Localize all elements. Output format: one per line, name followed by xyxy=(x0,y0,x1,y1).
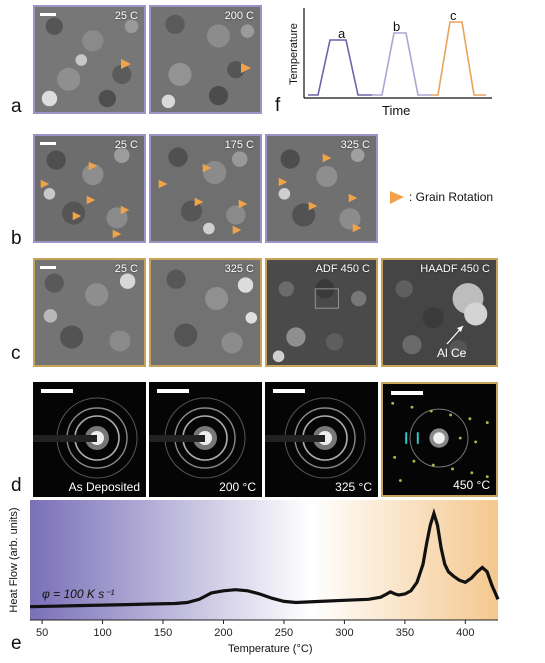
diffraction-pattern-d-4: 450 °C xyxy=(381,382,498,497)
grain-rotation-arrow-icon xyxy=(72,211,82,221)
dsc-plot-background xyxy=(30,500,498,620)
scale-bar xyxy=(391,391,423,395)
grain-rotation-arrow-icon xyxy=(352,223,362,233)
dsc-x-tick-label: 200 xyxy=(214,627,232,639)
grain-rotation-arrow-icon xyxy=(121,59,131,69)
micrograph-c-4: HAADF 450 C Al Ce xyxy=(381,258,498,367)
temperature-label: 25 C xyxy=(114,263,138,275)
grain-rotation-legend-icon xyxy=(390,191,404,204)
grain-rotation-arrow-icon xyxy=(308,201,318,211)
grain-rotation-arrow-icon xyxy=(348,193,358,203)
dsc-x-tick-label: 250 xyxy=(275,627,293,639)
diffraction-pattern-d-3: 325 °C xyxy=(265,382,378,497)
panel-label-e: e xyxy=(11,633,22,654)
diffraction-label: 450 °C xyxy=(453,478,490,492)
panel-label-b: b xyxy=(11,228,22,249)
panel-label-d: d xyxy=(11,475,22,496)
micrograph-b-1: 25 C xyxy=(33,134,146,243)
dsc-x-tick-label: 100 xyxy=(93,627,111,639)
panel-label-f: f xyxy=(275,95,281,116)
panel-label-a: a xyxy=(11,96,22,117)
profile-peak-label-c: c xyxy=(450,8,457,23)
grain-rotation-arrow-icon xyxy=(322,153,332,163)
grain-rotation-arrow-icon xyxy=(120,205,130,215)
dsc-ylabel: Heat Flow (arb. units) xyxy=(8,507,20,613)
micrograph-b-2: 175 C xyxy=(149,134,262,243)
micrograph-texture xyxy=(151,136,260,241)
grain-rotation-arrow-icon xyxy=(202,163,212,173)
temperature-label: 175 C xyxy=(224,139,254,151)
dsc-xlabel: Temperature (°C) xyxy=(228,643,313,655)
dsc-x-tick-label: 50 xyxy=(36,627,48,639)
temperature-label: 25 C xyxy=(114,10,138,22)
grain-rotation-arrow-icon xyxy=(238,199,248,209)
alce-annotation-label: Al Ce xyxy=(437,346,467,360)
grain-rotation-arrow-icon xyxy=(158,179,168,189)
micrograph-texture xyxy=(267,136,376,241)
dsc-chart: 50 100 150 200 250 300 350 400 xyxy=(30,500,500,639)
micrograph-texture xyxy=(151,260,260,365)
temperature-label: HAADF 450 C xyxy=(420,263,490,275)
grain-rotation-arrow-icon xyxy=(86,195,96,205)
diffraction-label: 200 °C xyxy=(219,480,256,494)
micrograph-c-2: 325 C xyxy=(149,258,262,367)
micrograph-texture xyxy=(35,260,144,365)
dsc-x-tick-label: 400 xyxy=(456,627,474,639)
grain-rotation-arrow-icon xyxy=(40,179,50,189)
diffraction-pattern-d-2: 200 °C xyxy=(149,382,262,497)
temperature-label: 325 C xyxy=(340,139,370,151)
grain-rotation-arrow-icon xyxy=(241,63,251,73)
panel-label-c: c xyxy=(11,343,21,364)
micrograph-a-2: 200 C xyxy=(149,5,262,114)
profile-xlabel: Time xyxy=(382,103,411,118)
diffraction-texture xyxy=(149,382,262,497)
diffraction-texture xyxy=(383,384,496,495)
micrograph-texture xyxy=(267,260,376,365)
micrograph-c-1: 25 C xyxy=(33,258,146,367)
diffraction-texture xyxy=(33,382,146,497)
temperature-label: ADF 450 C xyxy=(315,263,370,275)
micrograph-texture xyxy=(383,260,496,365)
grain-rotation-arrow-icon xyxy=(88,161,98,171)
temperature-profile-plot xyxy=(303,8,492,99)
profile-peak-label-b: b xyxy=(393,19,401,34)
micrograph-c-3: ADF 450 C xyxy=(265,258,378,367)
dsc-rate-annotation: φ = 100 K s⁻¹ xyxy=(42,587,115,601)
dsc-series-line xyxy=(30,507,500,609)
scale-bar xyxy=(40,142,56,145)
dsc-x-tick-label: 350 xyxy=(396,627,414,639)
dsc-x-tick-label: 150 xyxy=(154,627,172,639)
temperature-label: 25 C xyxy=(114,139,138,151)
grain-rotation-legend-label: : Grain Rotation xyxy=(409,190,494,204)
micrograph-b-3: 325 C xyxy=(265,134,378,243)
grain-rotation-arrow-icon xyxy=(232,225,242,235)
grain-rotation-arrow-icon xyxy=(278,177,288,187)
grain-rotation-arrow-icon xyxy=(194,197,204,207)
scale-bar xyxy=(40,13,56,16)
diffraction-texture xyxy=(265,382,378,497)
micrograph-texture xyxy=(151,7,260,112)
temperature-label: 200 C xyxy=(224,10,254,22)
diffraction-label: As Deposited xyxy=(68,480,140,494)
micrograph-a-1: 25 C xyxy=(33,5,146,114)
diffraction-label: 325 °C xyxy=(335,480,372,494)
dsc-x-tick-label: 300 xyxy=(335,627,353,639)
profile-ylabel: Temperature xyxy=(288,23,300,85)
micrograph-texture xyxy=(35,136,144,241)
diffraction-pattern-d-1: As Deposited xyxy=(33,382,146,497)
scale-bar xyxy=(157,389,189,393)
annotation-pointer xyxy=(446,325,464,345)
grain-rotation-arrow-icon xyxy=(112,229,122,239)
scale-bar xyxy=(40,266,56,269)
scale-bar xyxy=(41,389,73,393)
temperature-label: 325 C xyxy=(224,263,254,275)
micrograph-texture xyxy=(35,7,144,112)
scale-bar xyxy=(273,389,305,393)
profile-peak-label-a: a xyxy=(338,26,346,41)
